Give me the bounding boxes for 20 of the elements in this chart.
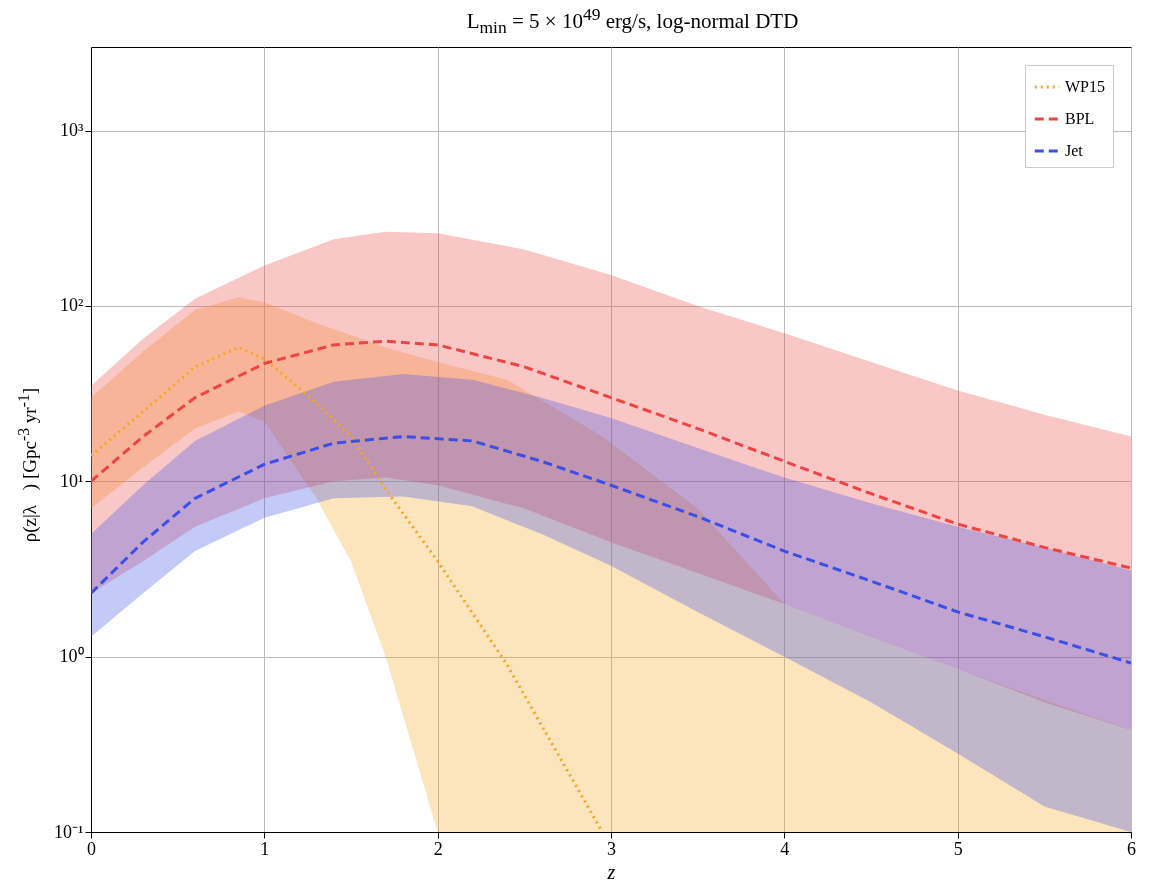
y-tick-label: 10⁻¹ xyxy=(54,821,84,842)
x-axis-title: z xyxy=(606,860,616,883)
x-tick-label: 6 xyxy=(1127,838,1136,859)
y-tick-label: 10² xyxy=(60,295,84,316)
x-tick-label: 5 xyxy=(953,838,963,859)
chart-title: L$_{min}$ = 5 × 10$^{49}$ erg/s, log-normal DTD xyxy=(465,4,800,39)
legend-label: BPL xyxy=(1065,110,1095,127)
x-tick-label: 0 xyxy=(87,838,96,859)
x-tick-label: 4 xyxy=(780,838,790,859)
x-tick-label: 2 xyxy=(433,838,443,859)
y-tick-label: 10⁰ xyxy=(59,646,84,667)
x-tick-label: 3 xyxy=(607,838,616,859)
line-series xyxy=(91,345,604,832)
line-series xyxy=(91,339,1131,570)
line-series xyxy=(91,435,1131,665)
x-tick-label: 1 xyxy=(260,838,270,859)
y-tick-label: 10³ xyxy=(60,120,85,141)
legend-label: Jet xyxy=(1065,142,1084,159)
legend-label: WP15 xyxy=(1065,78,1105,95)
y-tick-label: 10¹ xyxy=(60,470,84,491)
